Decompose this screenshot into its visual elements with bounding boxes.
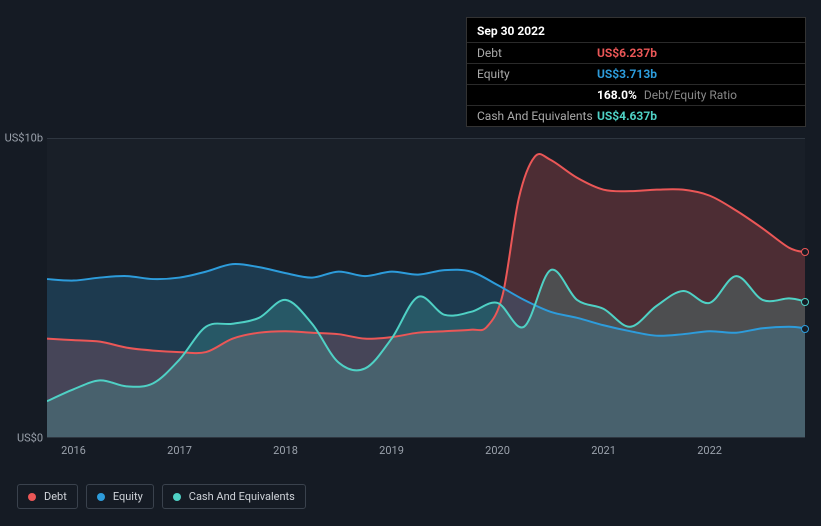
tooltip-row-extra: Debt/Equity Ratio — [641, 88, 737, 102]
tooltip-row-value: 168.0% Debt/Equity Ratio — [597, 88, 737, 102]
series-end-marker — [801, 325, 809, 333]
x-axis-label: 2018 — [273, 444, 298, 457]
legend-item[interactable]: Equity — [86, 484, 154, 509]
tooltip-row-value: US$4.637b — [597, 109, 657, 123]
tooltip-row-label — [477, 88, 597, 102]
legend-item[interactable]: Cash And Equivalents — [162, 484, 306, 509]
y-axis-label: US$10b — [5, 132, 43, 145]
x-axis-label: 2016 — [61, 444, 86, 457]
tooltip-row-label: Cash And Equivalents — [477, 109, 597, 123]
chart-legend: Debt Equity Cash And Equivalents — [17, 484, 306, 509]
x-axis-label: 2020 — [485, 444, 510, 457]
tooltip-row: EquityUS$3.713b — [467, 63, 805, 84]
x-axis-label: 2021 — [591, 444, 616, 457]
tooltip-rows: DebtUS$6.237bEquityUS$3.713b168.0% Debt/… — [467, 42, 805, 126]
chart-svg — [47, 138, 805, 438]
x-axis-labels: 2016 2017 2018 2019 2020 2021 2022 — [47, 438, 805, 458]
tooltip-row-label: Equity — [477, 67, 597, 81]
legend-item-label: Cash And Equivalents — [189, 490, 295, 503]
tooltip-row-value: US$3.713b — [597, 67, 657, 81]
x-axis-label: 2022 — [697, 444, 722, 457]
legend-item-label: Equity — [113, 490, 143, 503]
chart-area[interactable]: 2016201720182019202020212022 US$0US$10b — [47, 138, 805, 438]
x-axis-label: 2017 — [167, 444, 192, 457]
tooltip-row-label: Debt — [477, 46, 597, 60]
legend-dot-icon — [97, 493, 105, 501]
series-end-marker — [801, 248, 809, 256]
legend-item-label: Debt — [44, 490, 67, 503]
legend-item[interactable]: Debt — [17, 484, 78, 509]
x-axis-label: 2019 — [379, 444, 404, 457]
tooltip-row: DebtUS$6.237b — [467, 42, 805, 63]
tooltip-row: Cash And EquivalentsUS$4.637b — [467, 105, 805, 126]
series-end-marker — [801, 298, 809, 306]
tooltip-row: 168.0% Debt/Equity Ratio — [467, 84, 805, 105]
tooltip-row-value: US$6.237b — [597, 46, 657, 60]
chart-tooltip: Sep 30 2022 DebtUS$6.237bEquityUS$3.713b… — [466, 17, 806, 127]
legend-dot-icon — [28, 493, 36, 501]
tooltip-title: Sep 30 2022 — [467, 18, 805, 42]
y-axis-label: US$0 — [17, 432, 43, 445]
legend-dot-icon — [173, 493, 181, 501]
